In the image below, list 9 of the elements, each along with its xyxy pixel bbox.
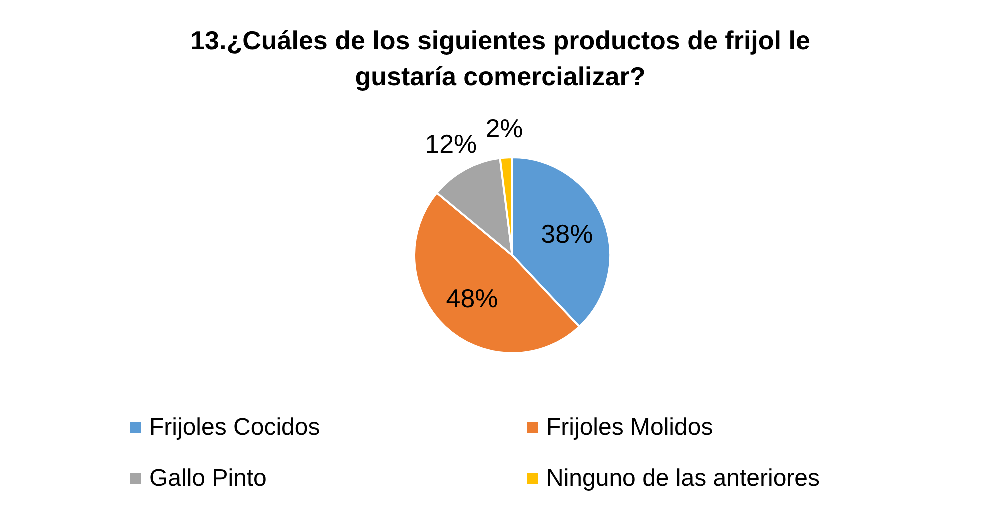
legend-label: Frijoles Cocidos [150,414,320,441]
legend-label: Frijoles Molidos [546,414,714,441]
legend-label: Ninguno de las anteriores [546,465,820,492]
data-label: 48% [446,283,498,314]
chart-title: 13.¿Cuáles de los siguientes productos de frijol le gustaría comercializar? [190,26,810,92]
data-label: 2% [486,113,524,144]
data-label: 38% [541,218,594,249]
legend-label: Gallo Pinto [150,465,267,492]
data-label: 12% [425,128,478,159]
